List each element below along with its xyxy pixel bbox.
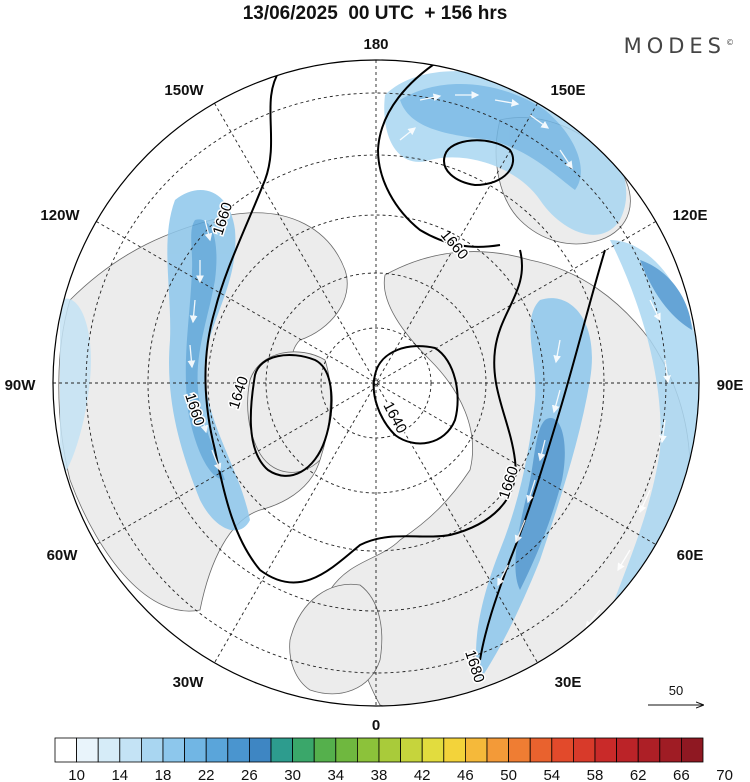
colorbar-swatch <box>421 737 445 763</box>
brand-mark: © <box>726 38 734 47</box>
meridian-label-60e: 60E <box>677 547 704 564</box>
contour-line-1640-west <box>249 354 333 477</box>
colorbar-label: 46 <box>457 767 474 782</box>
colorbar-label: 62 <box>630 767 647 782</box>
colorbar-swatch <box>681 737 704 763</box>
colorbar-swatch <box>140 737 164 763</box>
colorbar-swatch <box>486 737 510 763</box>
colorbar-swatch <box>292 737 315 763</box>
colorbar-swatch <box>551 737 574 763</box>
colorbar-label: 14 <box>111 767 128 782</box>
colorbar-label: 42 <box>414 767 431 782</box>
land-europe-peninsula <box>289 583 383 694</box>
brand-name: MODES <box>623 34 726 58</box>
colorbar-label: 30 <box>284 767 301 782</box>
colorbar-swatch <box>184 737 207 763</box>
meridian-label-30e: 30E <box>555 674 582 691</box>
colorbar-swatch <box>97 737 121 763</box>
map-border <box>52 59 700 707</box>
colorbar-label: 18 <box>155 767 172 782</box>
jet-asia-core <box>515 418 565 590</box>
colorbar-swatch <box>443 737 466 763</box>
colorbar-swatch <box>76 737 99 763</box>
colorbar-label: 54 <box>543 767 560 782</box>
colorbar-label: 34 <box>327 767 344 782</box>
colorbar-swatch <box>162 737 186 763</box>
map-title: 13/06/2025 00 UTC + 156 hrs <box>242 3 508 24</box>
colorbar-swatch <box>313 737 337 763</box>
brand-logo: MODES© <box>624 34 734 58</box>
colorbar-swatch <box>573 737 596 763</box>
colorbar-swatch <box>400 737 423 763</box>
jet-pacific-core <box>400 83 581 190</box>
contour-line-1660-north <box>376 60 501 248</box>
meridian-label-90w: 90W <box>5 377 37 394</box>
meridian-label-30w: 30W <box>173 674 205 691</box>
colorbar-swatch <box>270 737 294 763</box>
colorbar-labels: 10 14 18 22 26 30 34 38 42 46 50 54 58 62 66 70 <box>68 767 733 782</box>
colorbar: 10 14 18 22 26 30 34 38 42 46 50 54 58 62 66 70 <box>54 737 733 782</box>
meridian-label-60w: 60W <box>47 547 79 564</box>
contour-line-1660-west <box>204 69 523 584</box>
colorbar-swatch <box>227 737 250 763</box>
colorbar-label: 26 <box>241 767 258 782</box>
colorbar-label: 22 <box>198 767 215 782</box>
meridian-label-180: 180 <box>363 36 388 53</box>
colorbar-swatch <box>378 737 402 763</box>
jet-east-core <box>640 260 692 330</box>
contours <box>204 60 606 661</box>
colorbar-swatch <box>464 737 488 763</box>
jet-america-core <box>185 219 225 481</box>
reference-vector-label: 50 <box>669 683 683 698</box>
colorbar-swatch <box>205 737 229 763</box>
colorbar-swatch <box>659 737 682 763</box>
meridian-label-120e: 120E <box>672 207 707 224</box>
colorbar-swatch <box>616 737 639 763</box>
colorbar-label: 10 <box>68 767 85 782</box>
meridian-label-150w: 150W <box>164 82 204 99</box>
meridian-label-0: 0 <box>372 717 380 734</box>
contour-line-1660-east <box>479 249 606 661</box>
colorbar-swatch <box>356 737 380 763</box>
jet-america <box>167 190 250 531</box>
colorbar-label: 66 <box>673 767 690 782</box>
colorbar-swatch <box>594 737 618 763</box>
contour-line-1680-low <box>443 139 515 187</box>
meridian-label-120w: 120W <box>40 207 80 224</box>
contour-line-1640-east <box>372 345 459 445</box>
colorbar-label: 70 <box>716 767 733 782</box>
meridian-labels: 180 150E 120E 90E 60E 30E 0 30W 60W 90W … <box>5 36 744 734</box>
colorbar-boxes <box>54 737 704 763</box>
colorbar-swatch <box>335 737 358 763</box>
colorbar-label: 58 <box>587 767 604 782</box>
colorbar-swatch <box>248 737 272 763</box>
colorbar-swatch <box>529 737 553 763</box>
colorbar-swatch <box>119 737 142 763</box>
colorbar-swatch <box>54 737 78 763</box>
jet-west-atlantic <box>60 298 91 480</box>
meridian-label-90e: 90E <box>717 377 744 394</box>
wind-vectors <box>187 91 671 630</box>
colorbar-label: 38 <box>371 767 388 782</box>
meridian-label-150e: 150E <box>550 82 585 99</box>
reference-vector: 50 <box>648 683 703 705</box>
colorbar-label: 50 <box>500 767 517 782</box>
colorbar-swatch <box>637 737 661 763</box>
colorbar-swatch <box>508 737 531 763</box>
